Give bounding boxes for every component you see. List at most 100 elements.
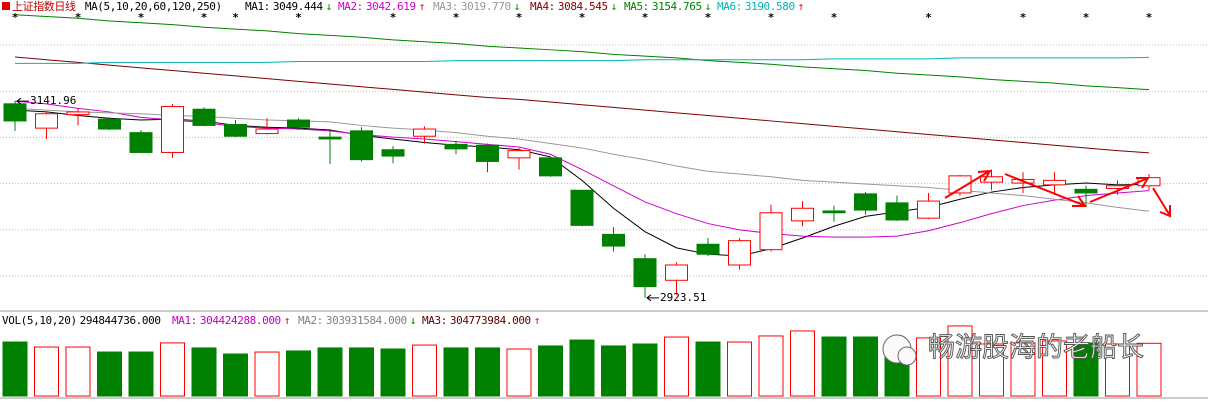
volume-bar (569, 339, 595, 397)
volume-bar (601, 345, 626, 397)
candle-body (255, 128, 279, 135)
candle-body (917, 200, 940, 219)
candle-body (192, 108, 216, 126)
volume-bar (1136, 342, 1162, 397)
wechat-icon (897, 346, 917, 366)
candle-body (602, 233, 625, 247)
candle-body (570, 189, 594, 226)
volume-ma-legend: MA3: 304773984.000 ↑ (422, 315, 540, 327)
candle-body (885, 202, 909, 221)
candle-body (1043, 179, 1066, 186)
arrow (1089, 177, 1150, 203)
volume-bar (947, 325, 973, 397)
legend-name: MA1: (172, 314, 197, 327)
volume-bar (916, 337, 941, 397)
volume-bar (128, 351, 154, 397)
legend-trend: ↓ (513, 0, 521, 13)
volume-bar (443, 347, 469, 397)
volume-bar (254, 351, 280, 397)
candle-body (854, 193, 877, 211)
legend-name: MA1: (245, 0, 270, 13)
volume-bar (979, 343, 1004, 397)
candle-body (3, 103, 27, 122)
volume-ma-legend: MA1: 304424288.000 ↑ (172, 315, 290, 327)
ma-legend: MA5: 3154.765 ↓ (624, 1, 711, 13)
volume-bar (664, 336, 689, 397)
day-marker: * (1083, 11, 1090, 24)
candle-body (413, 128, 436, 137)
watermark-text: 畅游股海的老船长 (928, 333, 1144, 364)
watermark: 畅游股海的老船长 (882, 332, 1144, 366)
candle-body (791, 207, 814, 222)
volume-bar (632, 343, 658, 397)
day-marker: * (390, 11, 397, 24)
day-marker: * (1146, 11, 1153, 24)
legend-value: 304424288.000 (199, 314, 281, 327)
volume-bar (695, 341, 721, 397)
volume-bar (853, 336, 878, 397)
volume-bar (223, 353, 248, 397)
volume-bar (1073, 342, 1099, 397)
annotation-arrows (944, 169, 1171, 218)
volume-bar (538, 345, 563, 397)
price-panel: 3141.96 2923.51 * * * * * * * * * * * * * * * * * * (3, 11, 1161, 304)
day-marker: * (201, 11, 208, 24)
ma-label: MA(5,10,20,60,120,250) (84, 0, 222, 13)
volume-bar (1010, 342, 1036, 397)
day-marker: * (925, 11, 932, 24)
legend-trend: ↑ (533, 314, 541, 327)
candle-body (476, 144, 499, 162)
extreme-label: 3141.96 (30, 94, 76, 107)
day-marker: * (831, 11, 838, 24)
volume-bar (727, 341, 752, 397)
volume-bar (821, 336, 847, 397)
day-marker: * (138, 11, 145, 24)
day-marker: * (579, 11, 586, 24)
volume-bar (506, 348, 532, 397)
day-marker: * (12, 11, 19, 24)
ma-line (15, 56, 1150, 64)
candle-body (66, 111, 90, 116)
volume-bar (65, 346, 91, 397)
volume-bar (1105, 343, 1130, 397)
day-marker: * (705, 11, 712, 24)
index-icon (2, 2, 10, 10)
volume-ma-legend: MA2: 303931584.000 ↓ (298, 315, 416, 327)
extreme-label: 2923.51 (660, 291, 706, 304)
candle-body (350, 130, 373, 161)
volume-bar (790, 330, 815, 397)
legend-value: 304773984.000 (449, 314, 531, 327)
volume-header: VOL(5,10,20) 294844736.000 (2, 315, 164, 327)
ma-line (14, 109, 1150, 257)
candle-body (318, 136, 342, 140)
candle-body (98, 118, 121, 130)
candle-body (224, 124, 247, 137)
volume-value: 294844736.000 (79, 314, 161, 327)
legend-name: MA3: (422, 314, 447, 327)
candle-body (35, 113, 58, 129)
candle-body (759, 212, 783, 251)
candle-body (1074, 188, 1098, 194)
candle-body (980, 176, 1003, 183)
candle-body (287, 119, 310, 128)
day-marker: * (768, 11, 775, 24)
legend-name: MA3: (433, 0, 458, 13)
volume-title: VOL(5,10,20) (2, 314, 77, 327)
legend-trend: ↑ (797, 0, 805, 13)
ma-line (14, 14, 1150, 91)
volume-bar (1042, 340, 1067, 397)
legend-trend: ↓ (610, 0, 618, 13)
day-marker: * (232, 11, 239, 24)
legend-name: MA5: (624, 0, 649, 13)
chart-title: 上证指数日线 (12, 0, 76, 13)
legend-value: 3049.444 (272, 0, 323, 13)
candle-body (507, 150, 531, 159)
day-marker: * (516, 11, 523, 24)
volume-bar (286, 350, 311, 397)
legend-name: MA2: (298, 314, 323, 327)
day-marker: * (295, 11, 302, 24)
extreme-arrow (16, 97, 29, 105)
volume-bar (758, 335, 784, 397)
legend-name: MA2: (338, 0, 363, 13)
